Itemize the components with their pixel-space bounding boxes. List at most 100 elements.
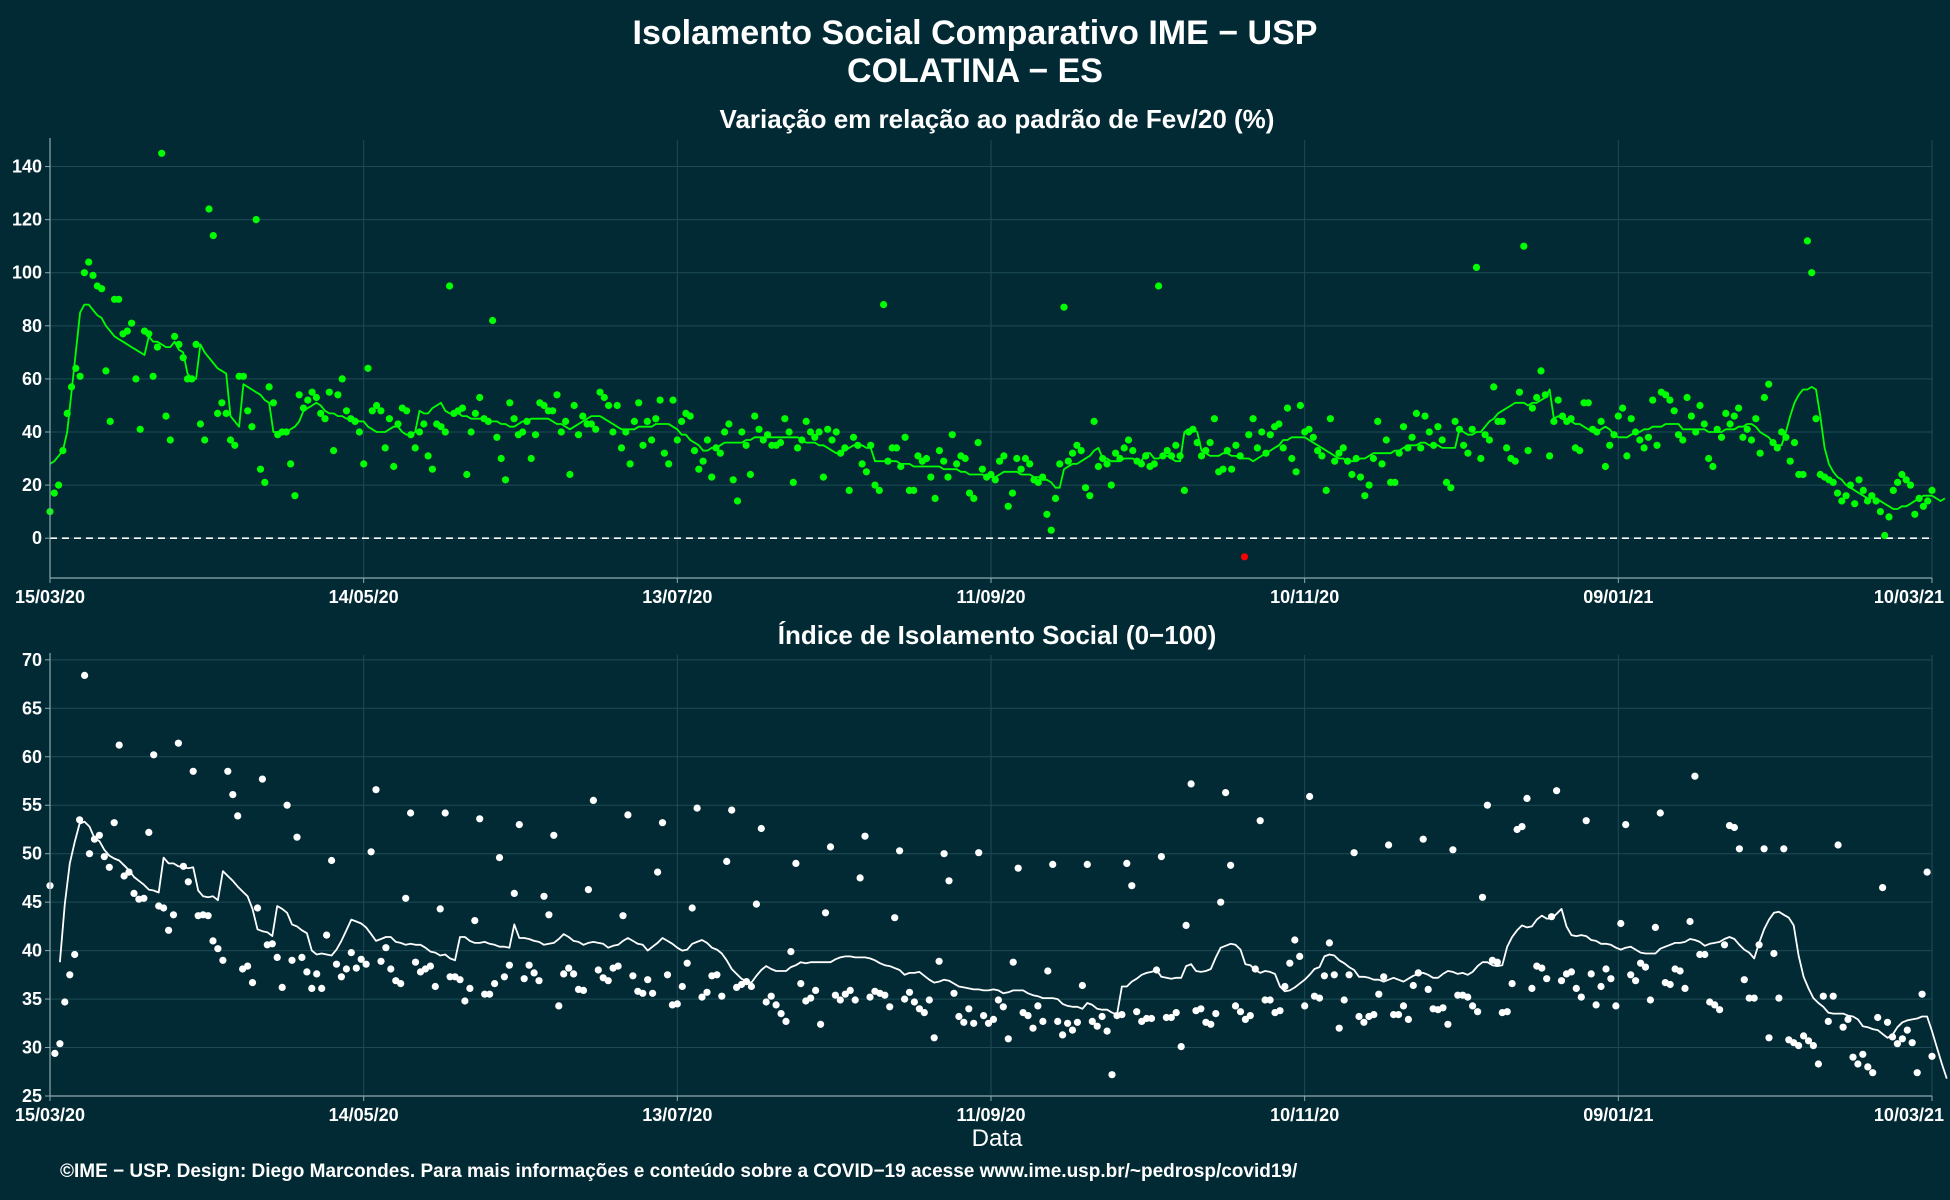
index-data-point xyxy=(332,960,341,968)
variation-data-point xyxy=(1460,441,1468,449)
index-data-point xyxy=(130,889,138,898)
variation-data-point xyxy=(1498,417,1506,425)
variation-data-point xyxy=(1808,269,1816,277)
variation-data-point xyxy=(871,481,879,489)
variation-data-point xyxy=(1743,425,1751,433)
index-data-point xyxy=(1340,996,1348,1004)
index-data-point xyxy=(85,850,94,858)
index-data-point xyxy=(140,894,148,902)
index-data-point xyxy=(1918,990,1926,998)
variation-data-point xyxy=(557,428,565,436)
variation-data-point xyxy=(1404,444,1412,452)
variation-data-point xyxy=(188,375,196,383)
index-data-point xyxy=(461,997,469,1005)
index-data-point xyxy=(1439,1004,1447,1012)
index-data-point xyxy=(229,791,237,799)
variation-data-point xyxy=(845,486,853,494)
variation-data-point xyxy=(1769,439,1777,447)
variation-data-point xyxy=(1159,452,1167,460)
index-data-point xyxy=(466,984,474,993)
index-data-point xyxy=(1730,823,1738,832)
index-data-point xyxy=(1740,976,1748,984)
variation-data-point xyxy=(158,149,166,157)
index-data-point xyxy=(347,949,355,957)
index-data-point xyxy=(66,971,74,979)
variation-data-point xyxy=(1051,494,1060,502)
index-data-point xyxy=(1370,1011,1378,1019)
index-data-point xyxy=(258,775,266,783)
index-data-point xyxy=(1646,996,1654,1004)
variation-data-point xyxy=(1017,465,1025,473)
index-data-point xyxy=(1543,975,1551,983)
variation-data-point xyxy=(1803,237,1811,245)
variation-data-point xyxy=(446,282,454,290)
index-data-point xyxy=(742,978,751,986)
variation-data-point xyxy=(123,327,131,335)
variation-y-tick-label: 20 xyxy=(22,475,42,495)
index-data-point xyxy=(1078,981,1086,990)
index-data-point xyxy=(342,965,350,973)
variation-data-point xyxy=(1356,473,1365,481)
variation-data-point xyxy=(145,330,153,338)
index-data-point xyxy=(308,984,316,993)
index-data-point xyxy=(579,986,588,995)
index-x-tick-label: 14/05/20 xyxy=(329,1105,399,1125)
variation-data-point xyxy=(506,399,514,407)
variation-data-point xyxy=(613,401,621,410)
variation-data-point xyxy=(892,444,901,452)
index-data-point xyxy=(891,914,899,922)
variation-data-point xyxy=(1219,465,1227,473)
index-data-point xyxy=(100,853,108,861)
variation-data-point xyxy=(880,301,888,309)
index-data-point xyxy=(604,977,612,985)
index-data-point xyxy=(1824,1017,1832,1025)
variation-data-point xyxy=(639,441,647,449)
index-data-point xyxy=(214,945,222,953)
index-data-point xyxy=(1197,1005,1205,1013)
index-data-point xyxy=(1572,984,1580,993)
index-data-point xyxy=(1152,966,1161,974)
index-data-point xyxy=(1236,1008,1245,1016)
variation-data-point xyxy=(1778,428,1786,436)
variation-data-point xyxy=(910,486,918,494)
variation-data-point xyxy=(901,433,909,441)
variation-data-point xyxy=(1425,428,1433,436)
index-data-point xyxy=(821,909,830,917)
index-data-point xyxy=(115,741,123,749)
index-data-point xyxy=(817,1020,825,1028)
index-data-point xyxy=(1854,1060,1862,1068)
index-data-point xyxy=(1068,1026,1077,1034)
variation-data-point xyxy=(1838,497,1846,505)
variation-data-point xyxy=(940,457,948,465)
variation-data-point xyxy=(390,462,398,471)
index-data-point xyxy=(856,874,864,882)
index-data-point xyxy=(1483,801,1491,809)
variation-data-point xyxy=(166,436,174,444)
index-data-point xyxy=(1795,1042,1803,1050)
variation-data-point xyxy=(716,449,724,457)
variation-data-point xyxy=(587,420,596,428)
variation-data-point xyxy=(1193,439,1201,447)
index-panel-title: Índice de Isolamento Social (0−100) xyxy=(778,620,1217,650)
variation-data-point xyxy=(162,412,170,420)
index-data-point xyxy=(426,962,434,970)
index-data-point xyxy=(1335,1024,1343,1032)
index-data-point xyxy=(1879,884,1887,892)
index-data-point xyxy=(866,993,874,1001)
variation-data-point xyxy=(441,428,449,436)
index-data-point xyxy=(1291,936,1299,944)
variation-data-point xyxy=(102,367,110,375)
index-data-point xyxy=(1750,994,1758,1002)
variation-data-point xyxy=(1206,439,1214,447)
variation-y-tick-label: 0 xyxy=(32,528,42,548)
index-data-point xyxy=(337,973,345,981)
variation-data-point xyxy=(1417,444,1425,452)
variation-data-point xyxy=(132,375,140,383)
index-data-point xyxy=(456,976,464,984)
variation-data-point xyxy=(1546,452,1554,460)
variation-data-point xyxy=(1515,388,1524,396)
index-data-point xyxy=(1296,952,1304,961)
index-data-point xyxy=(1567,968,1575,976)
variation-data-point xyxy=(759,436,767,444)
